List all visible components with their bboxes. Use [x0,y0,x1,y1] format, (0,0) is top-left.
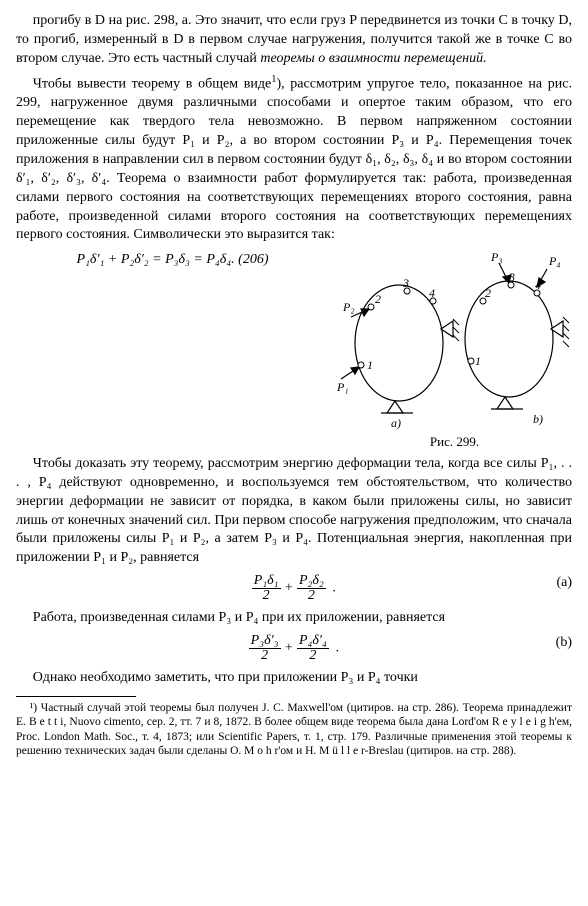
svg-text:2: 2 [485,286,491,300]
svg-text:a): a) [391,416,401,430]
para-1: прогибу в D на рис. 298, а. Это значит, … [16,12,572,69]
para-2: Чтобы вывести теорему в общем виде1), ра… [16,73,572,246]
figure-caption: Рис. 299. [337,433,572,451]
svg-text:P₁: P₁ [337,380,349,394]
para-4: Работа, произведенная силами P₃ и P₄ при… [16,609,572,628]
footnote-1: ¹) Частный случай этой теоремы был получ… [16,701,572,759]
equation-b: P₃δ′₃2 + P₄δ′₄2 . (b) [16,634,572,663]
svg-text:4: 4 [429,286,435,300]
figure-299: P₁ P₂ 1 2 3 4 a) P₃ P₄ 1 2 3 4 b) Рис. 2… [337,251,572,451]
svg-text:3: 3 [508,270,515,284]
para-3: Чтобы доказать эту теорему, рассмотрим э… [16,455,572,568]
svg-text:4: 4 [535,278,541,292]
svg-text:P₂: P₂ [342,300,355,314]
svg-text:1: 1 [475,354,481,368]
equation-206: P₁δ′₁ + P₂δ′₂ = P₃δ₃ = P₄δ₄. (206) [16,251,572,270]
para-5: Однако необходимо заметить, что при прил… [16,669,572,688]
equation-a: P₁δ₁2 + P₂δ₂2 . (a) [16,574,572,603]
footnote-separator [16,696,136,697]
svg-text:3: 3 [402,276,409,290]
svg-text:b): b) [533,412,543,426]
svg-text:1: 1 [367,358,373,372]
svg-text:2: 2 [375,292,381,306]
